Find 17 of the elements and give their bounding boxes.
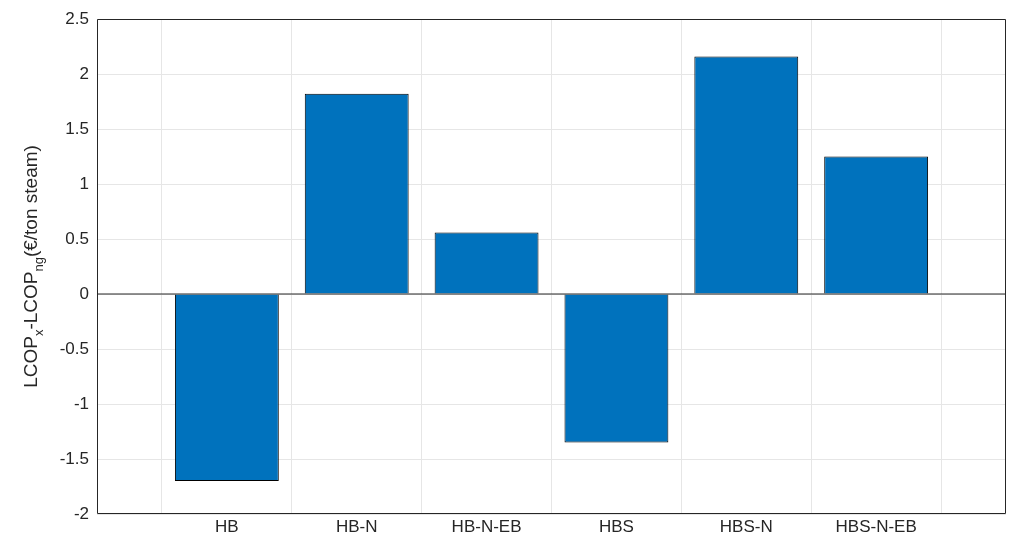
x-tick-label: HB-N-EB — [451, 516, 522, 536]
y-tick-label: 2 — [79, 63, 89, 83]
y-tick-label: -1 — [73, 393, 89, 413]
y-axis-title: LCOPx-LCOPng(€/ton steam) — [20, 145, 46, 388]
y-tick-label: 0.5 — [65, 228, 89, 248]
x-tick-label: HBS — [598, 516, 634, 536]
x-tick-label: HB — [215, 516, 239, 536]
x-tick-label: HBS-N — [719, 516, 773, 536]
y-tick-label: 0 — [79, 283, 89, 303]
y-tick-label: 1.5 — [65, 118, 89, 138]
y-tick-label: -0.5 — [59, 338, 89, 358]
x-tick-label: HBS-N-EB — [835, 516, 917, 536]
x-tick-label: HB-N — [335, 516, 378, 536]
y-tick-label: 1 — [79, 173, 89, 193]
y-tick-label: -1.5 — [59, 448, 89, 468]
y-tick-label: -2 — [73, 503, 89, 523]
y-tick-label: 2.5 — [65, 8, 89, 28]
